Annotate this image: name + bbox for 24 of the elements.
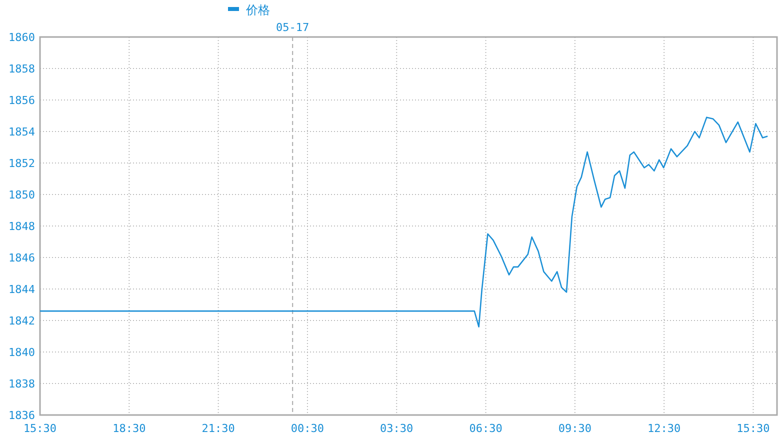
y-tick-label: 1836 xyxy=(8,409,35,422)
legend-label: 价格 xyxy=(245,3,270,17)
x-tick-label: 06:30 xyxy=(469,422,502,435)
y-tick-label: 1842 xyxy=(8,314,35,328)
x-tick-label: 15:30 xyxy=(736,422,770,435)
y-tick-label: 1846 xyxy=(8,252,35,264)
y-tick-label: 1850 xyxy=(8,188,35,202)
y-tick-label: 1838 xyxy=(8,378,35,390)
y-tick-label: 1854 xyxy=(8,126,36,138)
x-tick-label: 12:30 xyxy=(648,422,681,435)
x-tick-label: 03:30 xyxy=(380,422,414,435)
y-tick-label: 1852 xyxy=(8,157,35,170)
x-tick-label: 00:30 xyxy=(290,422,324,435)
ref-line-label: 05-17 xyxy=(276,21,310,34)
y-tick-label: 1860 xyxy=(8,31,35,44)
x-tick-label: 18:30 xyxy=(112,422,146,435)
y-tick-label: 1848 xyxy=(8,220,35,233)
x-tick-label: 21:30 xyxy=(202,422,235,435)
y-tick-label: 1844 xyxy=(8,283,36,296)
y-tick-label: 1840 xyxy=(8,346,35,359)
y-tick-label: 1856 xyxy=(8,94,35,107)
x-tick-label: 15:30 xyxy=(23,422,57,435)
y-tick-label: 1858 xyxy=(8,62,35,76)
x-tick-label: 09:30 xyxy=(558,422,592,435)
